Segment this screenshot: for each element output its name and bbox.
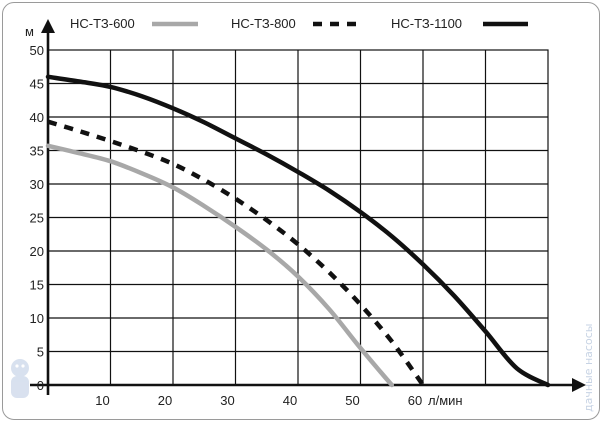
- y-axis-arrow-icon: [41, 19, 55, 33]
- legend-label: НС-ТЗ-1100: [391, 16, 462, 31]
- series-line-600: [45, 143, 395, 388]
- y-tick-label: 50: [30, 43, 44, 58]
- y-tick-label: 25: [30, 211, 44, 226]
- y-tick-label: 40: [30, 110, 44, 125]
- axes: [30, 19, 586, 395]
- x-tick-label: 20: [158, 393, 172, 408]
- y-tick-label: 30: [30, 177, 44, 192]
- y-tick-label: 15: [30, 278, 44, 293]
- x-tick-label: 30: [220, 393, 234, 408]
- x-tick-label: 10: [95, 393, 109, 408]
- pump-mascot-icon: [11, 359, 29, 398]
- watermark: дачные насосы: [582, 324, 595, 412]
- legend-label: НС-ТЗ-800: [231, 16, 296, 31]
- svg-text:дачные насосы: дачные насосы: [582, 324, 595, 412]
- x-tick-label: 40: [283, 393, 297, 408]
- x-tick-label: 60: [408, 393, 422, 408]
- x-tick-label: 50: [345, 393, 359, 408]
- x-axis-label: л/мин: [428, 393, 463, 408]
- y-tick-label: 0: [37, 378, 44, 393]
- legend: НС-ТЗ-600 НС-ТЗ-800 НС-ТЗ-1100: [70, 16, 528, 31]
- y-tick-label: 20: [30, 244, 44, 259]
- y-axis-label: м: [25, 24, 34, 39]
- y-tick-label: 45: [30, 77, 44, 92]
- tick-labels: 0 5 10 15 20 25 30 35 40 45 50 10 20 30 40 50 60: [30, 43, 423, 408]
- series-lines: [45, 74, 551, 388]
- series-line-1100: [45, 74, 551, 388]
- y-tick-label: 35: [30, 144, 44, 159]
- grid-lines: [47, 49, 549, 386]
- y-tick-label: 10: [30, 311, 44, 326]
- x-axis-arrow-icon: [572, 378, 586, 392]
- y-tick-label: 5: [37, 345, 44, 360]
- legend-label: НС-ТЗ-600: [70, 16, 135, 31]
